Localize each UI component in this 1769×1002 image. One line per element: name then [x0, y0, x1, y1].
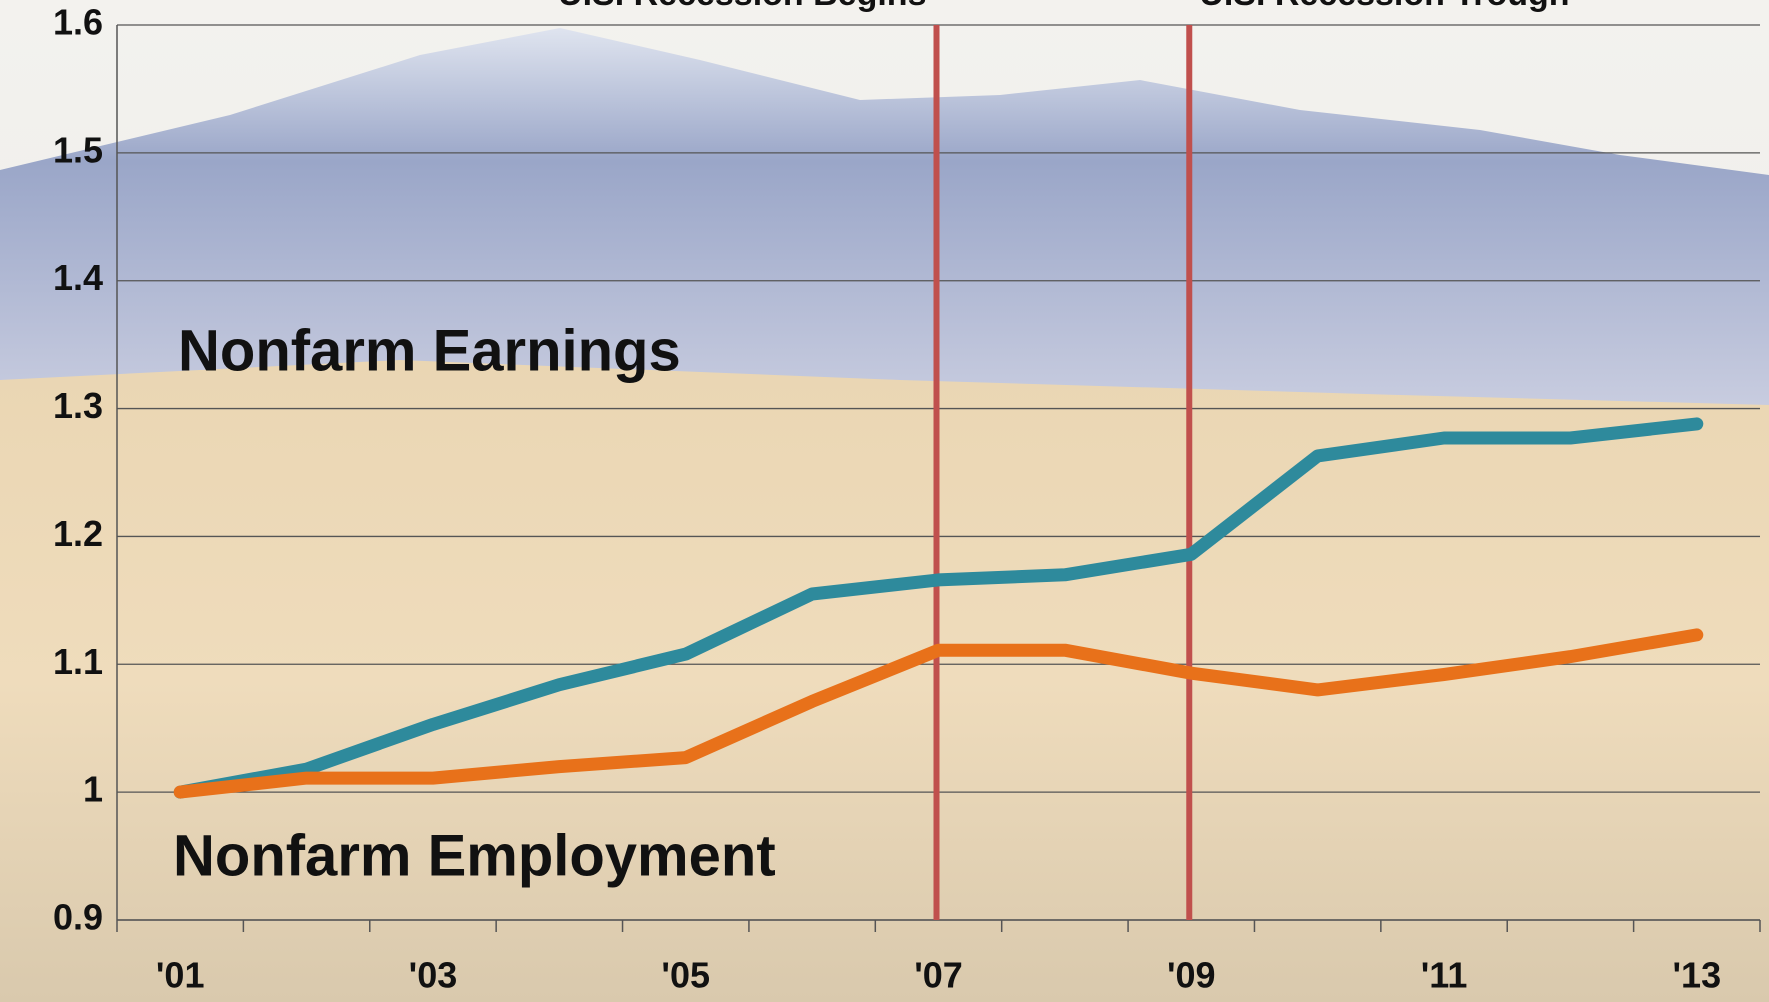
y-tick-label: 1.4 [53, 257, 103, 298]
y-tick-label: 1.1 [53, 641, 103, 682]
x-tick-label: '11 [1421, 955, 1468, 996]
x-tick-label: '13 [1673, 955, 1722, 996]
page: {"chart_data": { "type": "line", "catego… [0, 0, 1769, 1002]
series-label: Nonfarm Employment [173, 823, 776, 888]
x-tick-label: '09 [1167, 955, 1216, 996]
x-tick-label: '07 [914, 955, 963, 996]
x-tick-label: '05 [661, 955, 710, 996]
recession-label: U.S. Recession Begins [558, 0, 926, 13]
y-tick-label: 1.2 [53, 513, 103, 554]
y-tick-label: 0.9 [53, 897, 103, 938]
y-tick-label: 1.5 [53, 129, 103, 170]
x-tick-label: '01 [156, 955, 205, 996]
y-tick-label: 1.6 [53, 2, 103, 43]
series-label: Nonfarm Earnings [178, 318, 681, 383]
y-tick-label: 1.3 [53, 385, 103, 426]
x-tick-label: '03 [409, 955, 458, 996]
recession-label: U.S. Recession Trough [1199, 0, 1569, 13]
y-tick-label: 1 [83, 769, 103, 810]
chart: 0.9 1 1.1 1.2 1.3 1.4 1.5 1.6 '01 '03 '05 '07 '09 '11… [0, 0, 1769, 1002]
